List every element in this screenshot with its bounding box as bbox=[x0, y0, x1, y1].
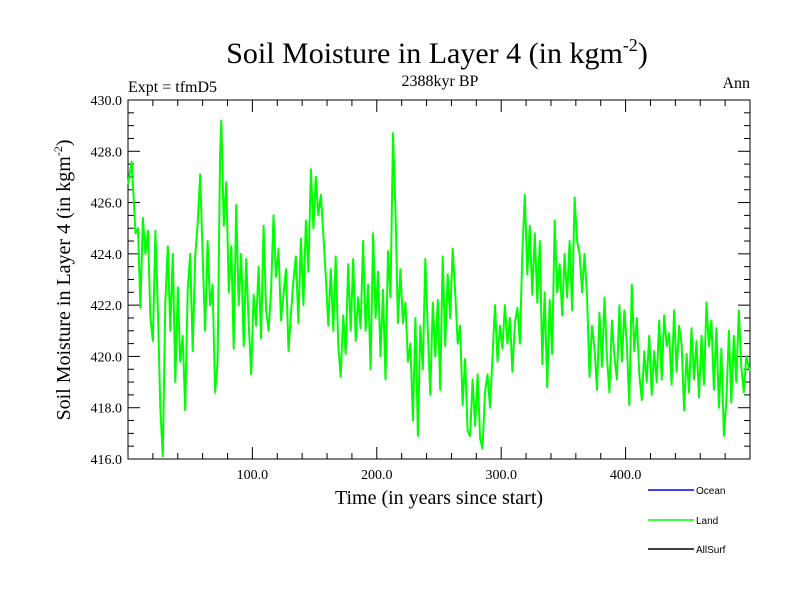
x-tick-label: 200.0 bbox=[361, 468, 393, 483]
series-line-land bbox=[127, 119, 751, 458]
y-tick-label: 420.0 bbox=[91, 350, 123, 365]
axis-ticks bbox=[128, 99, 750, 460]
y-tick-label: 428.0 bbox=[91, 145, 123, 160]
chart-title: Soil Moisture in Layer 4 (in kgm-2) bbox=[226, 35, 648, 70]
legend-label-land: Land bbox=[696, 516, 718, 527]
period-label: 2388kyr BP bbox=[402, 73, 479, 90]
experiment-label: Expt = tfmD5 bbox=[128, 79, 217, 96]
x-tick-label: 300.0 bbox=[485, 468, 517, 483]
x-tick-label: 100.0 bbox=[237, 468, 269, 483]
legend-label-ocean: Ocean bbox=[696, 486, 725, 497]
y-tick-label: 430.0 bbox=[91, 94, 123, 109]
series-lines bbox=[127, 119, 751, 458]
x-axis-label: Time (in years since start) bbox=[335, 487, 543, 509]
y-tick-label: 422.0 bbox=[91, 299, 123, 314]
y-axis-label: Soil Moisture in Layer 4 (in kgm-2) bbox=[51, 139, 75, 420]
axis-tick-labels: 100.0 200.0 300.0 400.0 416.0 418.0 420.0 422.0… bbox=[91, 94, 642, 483]
y-tick-label: 424.0 bbox=[91, 248, 123, 263]
season-label: Ann bbox=[722, 75, 750, 92]
x-tick-label: 400.0 bbox=[610, 468, 642, 483]
y-tick-label: 416.0 bbox=[91, 453, 123, 468]
legend: Ocean Land AllSurf bbox=[648, 486, 726, 556]
legend-label-allsurf: AllSurf bbox=[696, 545, 726, 556]
y-tick-label: 426.0 bbox=[91, 197, 123, 212]
y-tick-label: 418.0 bbox=[91, 402, 123, 417]
